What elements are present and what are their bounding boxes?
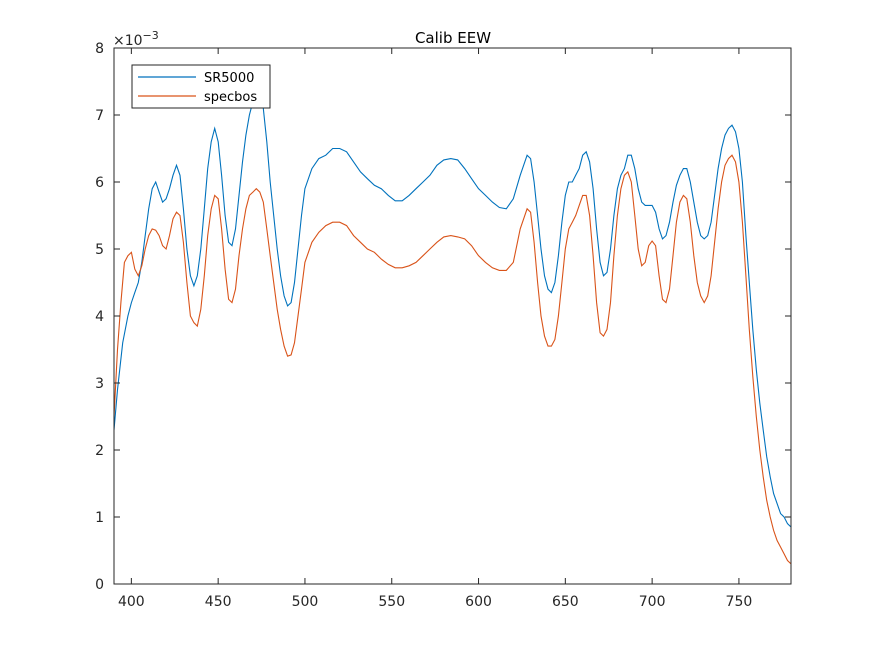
y-tick-label: 4 <box>95 309 104 325</box>
y-tick-label: 7 <box>95 108 104 124</box>
x-tick-label: 750 <box>726 594 753 610</box>
plot-lines <box>113 90 792 565</box>
y-exponent-power: −3 <box>143 29 159 42</box>
x-axis-ticks: 400 450 500 550 600 650 700 750 <box>118 48 752 610</box>
axes <box>113 47 792 585</box>
y-tick-label: 0 <box>95 577 104 593</box>
series-line-sr5000 <box>113 90 792 528</box>
legend-label-specbos: specbos <box>204 90 257 105</box>
legend: SR5000 specbos <box>131 64 271 109</box>
chart-title: Calib EEW <box>415 29 491 47</box>
y-tick-label: 1 <box>95 510 104 526</box>
axes-box <box>113 47 792 585</box>
x-tick-label: 450 <box>205 594 232 610</box>
series-line-specbos <box>113 154 792 565</box>
x-tick-label: 500 <box>292 594 319 610</box>
x-tick-label: 600 <box>465 594 492 610</box>
legend-label-sr5000: SR5000 <box>204 71 254 86</box>
y-tick-label: 2 <box>95 443 104 459</box>
y-exponent-label: ×10−3 <box>113 29 159 49</box>
y-tick-label: 5 <box>95 242 104 258</box>
legend-box <box>131 64 271 109</box>
x-tick-label: 650 <box>552 594 579 610</box>
svg-text:×10−3: ×10−3 <box>113 29 159 49</box>
x-tick-label: 400 <box>118 594 145 610</box>
y-tick-label: 3 <box>95 376 104 392</box>
y-exponent-base: ×10 <box>113 33 143 49</box>
x-tick-label: 550 <box>378 594 405 610</box>
y-tick-label: 6 <box>95 175 104 191</box>
x-tick-label: 700 <box>639 594 666 610</box>
y-tick-label: 8 <box>95 41 104 57</box>
y-axis-ticks: 0 1 2 3 4 5 6 7 8 <box>95 41 791 593</box>
